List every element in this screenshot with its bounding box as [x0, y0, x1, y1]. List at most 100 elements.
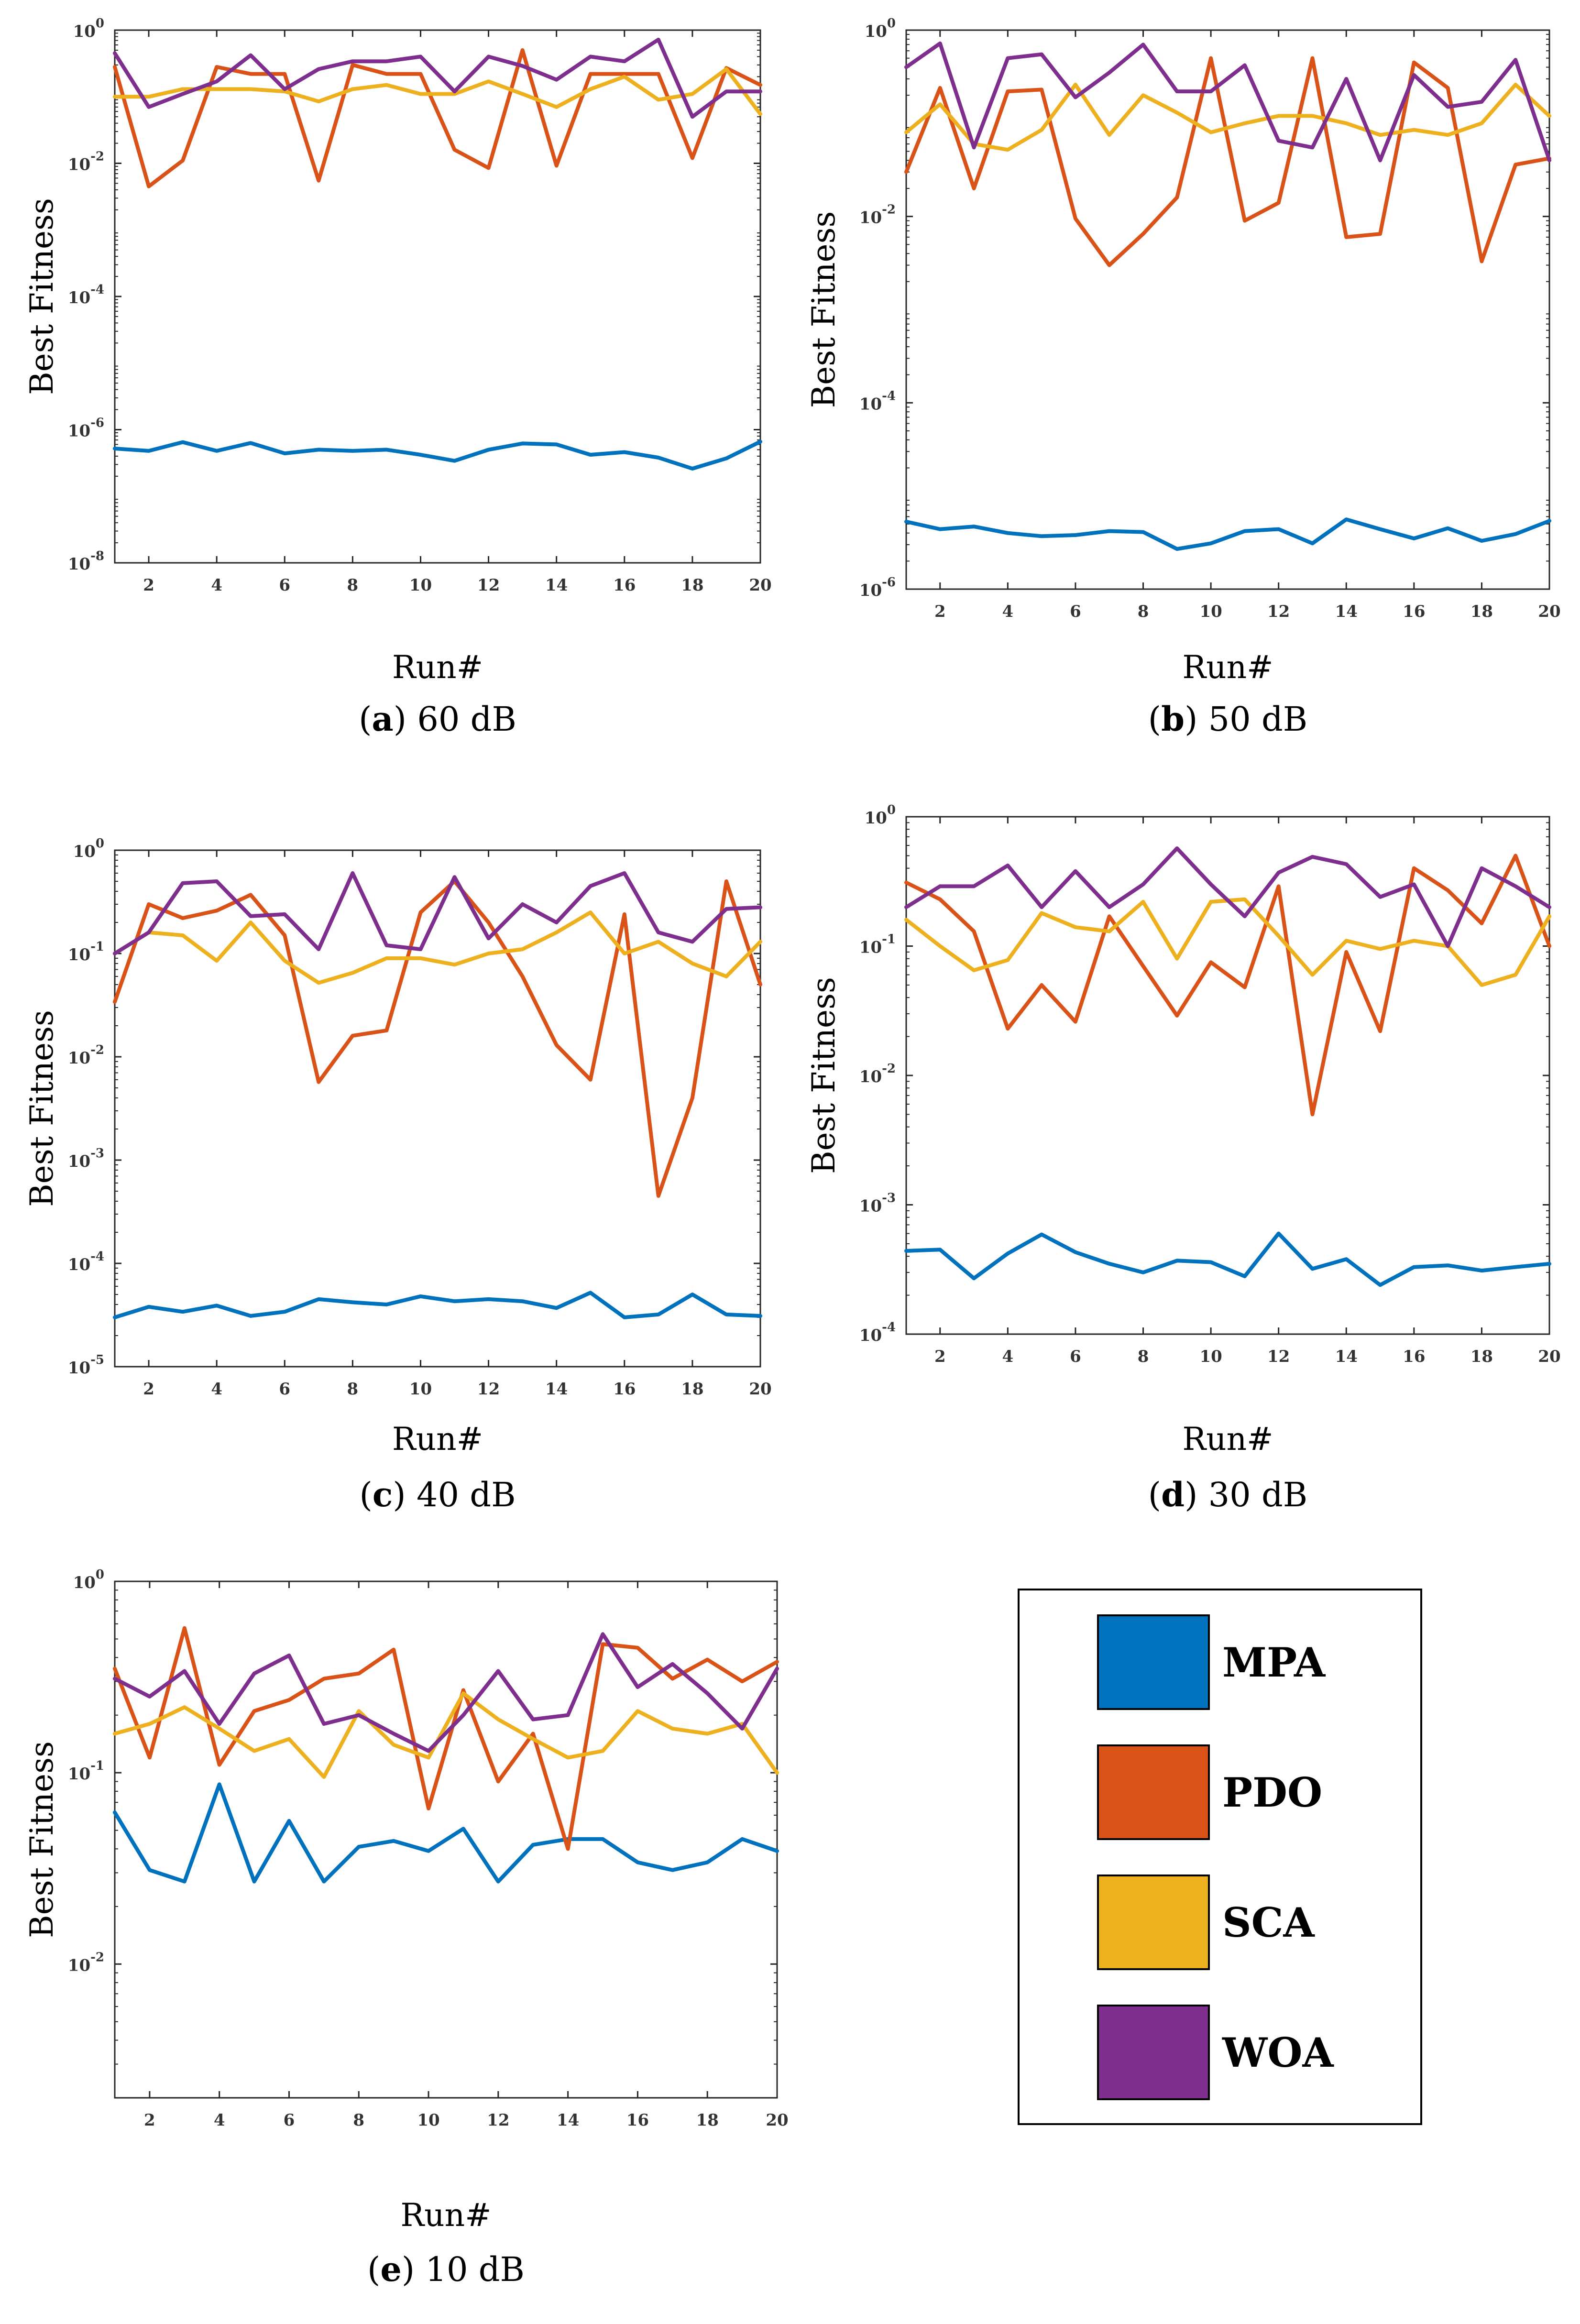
y-tick-base: 10: [73, 22, 96, 41]
x-tick-label: 8: [347, 1380, 359, 1399]
series-line-pdo: [904, 56, 1551, 267]
y-tick-base: 10: [865, 809, 887, 828]
series-line-sca: [904, 83, 1551, 152]
series-line-woa: [904, 41, 1551, 163]
x-tick-label: 2: [934, 1347, 946, 1366]
caption-text: 50 dB: [1197, 700, 1307, 739]
x-tick-label: 20: [749, 1380, 771, 1399]
x-tick-label: 18: [681, 1380, 703, 1399]
y-tick-exponent: 0: [887, 16, 896, 31]
x-tick-label: 16: [1403, 602, 1425, 621]
y-tick-label: 10-5: [68, 1353, 104, 1378]
panel-caption: (e) 10 dB: [367, 2249, 525, 2289]
y-tick-label: 10-2: [68, 1950, 104, 1975]
legend-swatch-mpa: [1097, 1614, 1210, 1710]
x-tick-label: 8: [1138, 602, 1149, 621]
y-tick-label: 100: [73, 836, 104, 861]
caption-paren-open: (: [359, 1475, 372, 1514]
x-tick-label: 18: [696, 2111, 719, 2130]
y-axis-label: Best Fitness: [805, 977, 842, 1174]
x-tick-label: 4: [211, 576, 222, 595]
series-line-pdo: [904, 854, 1551, 1117]
series-line-woa: [113, 37, 762, 119]
x-tick-label: 16: [626, 2111, 649, 2130]
y-tick-label: 10-2: [68, 1043, 104, 1068]
y-tick-exponent: -6: [882, 575, 896, 590]
x-tick-label: 18: [1470, 602, 1493, 621]
legend-swatch-woa: [1097, 2005, 1210, 2100]
y-tick-exponent: 0: [96, 1568, 104, 1582]
x-tick-label: 10: [1199, 1347, 1222, 1366]
caption-paren-close: ): [393, 1475, 406, 1514]
legend-label-mpa: MPA: [1222, 1639, 1326, 1686]
y-tick-exponent: -4: [882, 389, 896, 403]
series-line-mpa: [904, 1231, 1551, 1287]
caption-paren-open: (: [359, 700, 372, 739]
y-tick-label: 100: [73, 16, 104, 41]
series-line-mpa: [113, 1782, 779, 1884]
y-tick-base: 10: [68, 945, 90, 965]
legend: MPA PDO SCA WOA: [1018, 1589, 1422, 2125]
series-line-mpa: [113, 1291, 762, 1319]
series-line-woa: [113, 871, 762, 955]
x-tick-label: 10: [417, 2111, 439, 2130]
x-axis-label: Run#: [400, 2197, 491, 2234]
x-tick-label: 20: [749, 576, 771, 595]
x-tick-label: 12: [477, 576, 500, 595]
x-tick-label: 14: [1335, 602, 1358, 621]
x-tick-label: 10: [1199, 602, 1222, 621]
y-tick-label: 10-4: [68, 1250, 104, 1274]
x-tick-label: 4: [1002, 602, 1014, 621]
x-tick-label: 4: [1002, 1347, 1014, 1366]
x-axis-label: Run#: [1182, 1421, 1273, 1458]
y-tick-base: 10: [68, 155, 90, 175]
y-axis-label: Best Fitness: [23, 1010, 60, 1207]
series-line-woa: [113, 1632, 779, 1753]
caption-paren-close: ): [394, 700, 406, 739]
y-tick-exponent: -2: [882, 203, 896, 217]
x-tick-label: 8: [353, 2111, 364, 2130]
y-tick-base: 10: [859, 395, 882, 414]
panel-caption: (a) 60 dB: [359, 699, 516, 739]
y-tick-base: 10: [859, 208, 882, 228]
y-tick-exponent: -8: [90, 549, 104, 563]
caption-text: 30 dB: [1197, 1475, 1307, 1514]
panels: 2 4 6 8 10 12 14 16 18 2010010-210-410-610-8Best …: [23, 16, 1561, 2289]
y-tick-exponent: -2: [90, 150, 104, 164]
y-tick-label: 10-1: [859, 932, 896, 957]
caption-paren-open: (: [1148, 700, 1161, 739]
chart-d: 2 4 6 8 10 12 14 16 18 2010010-110-210-310-4Best …: [805, 803, 1561, 1514]
y-tick-label: 10-2: [68, 150, 104, 175]
y-tick-base: 10: [73, 1573, 96, 1592]
y-tick-label: 10-3: [859, 1191, 896, 1216]
caption-letter: e: [380, 2249, 402, 2289]
x-tick-label: 20: [1538, 602, 1560, 621]
x-tick-label: 12: [1267, 1347, 1290, 1366]
y-tick-exponent: -2: [882, 1062, 896, 1076]
legend-swatch-pdo: [1097, 1744, 1210, 1840]
y-tick-exponent: -4: [882, 1320, 896, 1335]
y-tick-label: 10-6: [859, 575, 896, 600]
caption-text: 40 dB: [406, 1475, 516, 1514]
x-tick-label: 20: [766, 2111, 788, 2130]
x-tick-label: 8: [1138, 1347, 1149, 1366]
y-tick-label: 100: [865, 16, 896, 41]
y-tick-label: 10-2: [859, 203, 896, 228]
x-tick-label: 2: [143, 1380, 154, 1399]
x-tick-label: 2: [143, 576, 154, 595]
plot-area: [905, 29, 1550, 590]
y-tick-base: 10: [68, 555, 90, 574]
x-tick-label: 4: [211, 1380, 222, 1399]
x-tick-label: 14: [557, 2111, 579, 2130]
y-tick-base: 10: [859, 1197, 882, 1216]
x-tick-label: 16: [1403, 1347, 1425, 1366]
y-tick-base: 10: [859, 1326, 882, 1345]
y-tick-exponent: -2: [90, 1950, 104, 1964]
series-line-woa: [904, 846, 1551, 948]
y-tick-label: 10-8: [68, 549, 104, 574]
y-tick-label: 10-4: [859, 1320, 896, 1345]
y-tick-base: 10: [68, 1255, 90, 1274]
caption-letter: a: [372, 699, 393, 739]
